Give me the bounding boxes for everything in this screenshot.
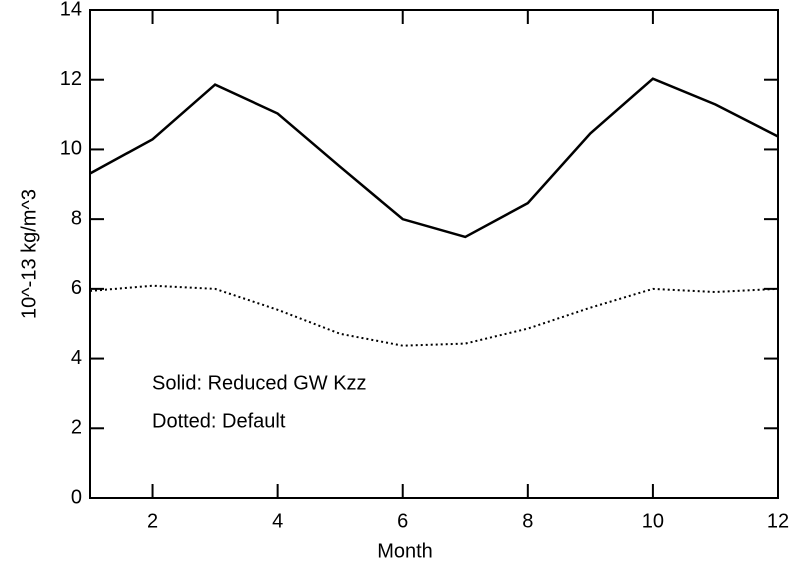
x-tick-label: 8: [522, 510, 533, 532]
x-tick-label: 10: [642, 510, 664, 532]
y-tick-label: 2: [71, 417, 82, 439]
x-tick-label: 12: [767, 510, 789, 532]
y-axis-label: 10^-13 kg/m^3: [18, 189, 40, 319]
y-tick-label: 12: [60, 68, 82, 90]
x-tick-label: 6: [397, 510, 408, 532]
y-tick-label: 0: [71, 486, 82, 508]
plot-frame: [89, 9, 779, 499]
y-tick-label: 8: [71, 207, 82, 229]
y-tick-label: 10: [60, 138, 82, 160]
data-line: [89, 77, 779, 239]
y-tick-label: 14: [60, 0, 82, 20]
x-tick-label: 4: [272, 510, 283, 532]
x-tick-label: 2: [147, 510, 158, 532]
annotation: Solid: Reduced GW Kzz: [152, 372, 367, 394]
annotation: Dotted: Default: [152, 410, 286, 432]
x-axis-label: Month: [377, 540, 433, 562]
y-tick-label: 4: [71, 347, 82, 369]
y-tick-label: 6: [71, 277, 82, 299]
data-line: [89, 284, 779, 347]
